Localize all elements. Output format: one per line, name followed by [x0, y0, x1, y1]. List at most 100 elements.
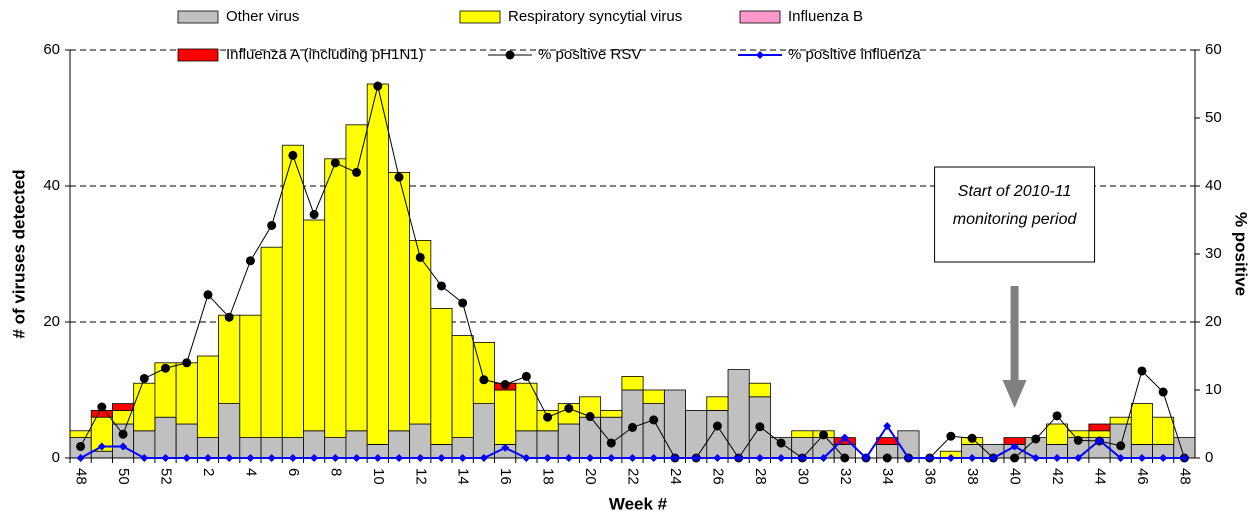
bar — [366, 83, 389, 445]
line-marker — [1095, 436, 1104, 445]
line-marker — [118, 429, 128, 439]
bar — [494, 389, 517, 445]
x-tick-label: 42 — [1049, 468, 1066, 485]
x-tick-label: 50 — [115, 468, 132, 485]
line-marker — [76, 454, 85, 462]
bar — [579, 416, 602, 459]
line-marker — [1159, 454, 1168, 462]
x-tick-label: 10 — [370, 468, 387, 485]
legend-label: Respiratory syncytial virus — [508, 8, 682, 25]
bar — [642, 403, 665, 459]
bar — [175, 362, 198, 425]
bar — [90, 450, 113, 459]
x-tick-label: 36 — [922, 468, 939, 485]
bar — [472, 403, 495, 459]
line-marker — [1074, 454, 1083, 462]
line-marker — [225, 454, 234, 462]
line-marker — [649, 454, 658, 462]
line-marker — [564, 454, 573, 462]
x-tick-label: 22 — [625, 468, 642, 485]
line-marker — [1116, 454, 1125, 462]
y2-tick-label: 40 — [1205, 177, 1222, 194]
line-marker — [479, 375, 489, 385]
bar — [727, 369, 750, 459]
line-marker — [161, 363, 171, 373]
y-tick-label: 0 — [52, 449, 60, 466]
line-marker — [458, 298, 468, 308]
y2-tick-label: 10 — [1205, 381, 1222, 398]
line-marker — [585, 412, 595, 422]
bar — [791, 430, 814, 438]
line-marker — [140, 454, 149, 462]
y2-axis-label: % positive — [1232, 212, 1251, 296]
line-marker — [267, 220, 277, 230]
line-marker — [1158, 387, 1168, 397]
bar — [748, 382, 771, 398]
bar — [1046, 423, 1069, 445]
legend-swatch — [459, 10, 501, 24]
bar — [1130, 403, 1153, 445]
line-marker — [692, 454, 701, 462]
bar — [1152, 416, 1175, 445]
line-marker — [649, 415, 659, 425]
bar — [303, 430, 326, 459]
bar — [621, 375, 644, 391]
x-tick-label: 20 — [582, 468, 599, 485]
bar — [133, 382, 156, 432]
line-marker — [522, 454, 531, 462]
bar — [196, 355, 219, 438]
y2-tick-label: 0 — [1205, 449, 1213, 466]
line-marker — [1031, 454, 1040, 462]
y2-tick-label: 20 — [1205, 313, 1222, 330]
y2-tick-label: 30 — [1205, 245, 1222, 262]
bar — [706, 396, 729, 411]
legend-label: % positive influenza — [788, 46, 921, 63]
line-marker — [1010, 453, 1020, 463]
line-marker — [139, 373, 149, 383]
bar — [281, 144, 304, 438]
x-tick-label: 8 — [327, 468, 344, 476]
bar — [345, 430, 368, 459]
line-marker — [479, 454, 488, 462]
y2-tick-label: 60 — [1205, 41, 1222, 58]
x-tick-label: 52 — [158, 468, 175, 485]
line-marker — [161, 454, 170, 462]
legend-label: Influenza A (including pH1N1) — [226, 46, 424, 63]
line-marker — [861, 454, 870, 462]
x-tick-label: 4 — [242, 468, 259, 476]
line-marker — [670, 454, 679, 462]
line-marker — [628, 422, 637, 432]
line-marker — [246, 454, 255, 462]
line-marker — [819, 430, 829, 440]
line-marker — [564, 403, 574, 413]
bar — [218, 403, 241, 459]
line-marker — [925, 454, 934, 462]
annotation-box — [934, 166, 1096, 263]
line-marker — [331, 454, 340, 462]
line-marker — [586, 454, 595, 462]
line-marker — [543, 454, 552, 462]
x-tick-label: 28 — [752, 468, 769, 485]
bar — [409, 423, 432, 459]
line-marker — [309, 210, 319, 220]
x-tick-label: 34 — [879, 468, 896, 485]
line-marker — [97, 442, 106, 451]
x-tick-label: 12 — [412, 468, 429, 485]
line-marker — [1137, 366, 1147, 376]
bar — [706, 409, 729, 459]
line-marker — [712, 421, 722, 431]
legend-marker — [756, 51, 764, 59]
line-marker — [182, 358, 192, 368]
line-marker — [415, 252, 425, 262]
bar — [557, 423, 580, 459]
x-tick-label: 44 — [1092, 468, 1109, 485]
line-marker — [607, 454, 616, 462]
line-marker — [755, 422, 765, 432]
line-marker — [437, 454, 446, 462]
legend-swatch — [177, 48, 219, 62]
line-marker — [330, 158, 340, 168]
x-tick-label: 6 — [285, 468, 302, 476]
line-marker — [1073, 435, 1083, 445]
annotation-text: Start of 2010-11 — [958, 183, 1072, 200]
